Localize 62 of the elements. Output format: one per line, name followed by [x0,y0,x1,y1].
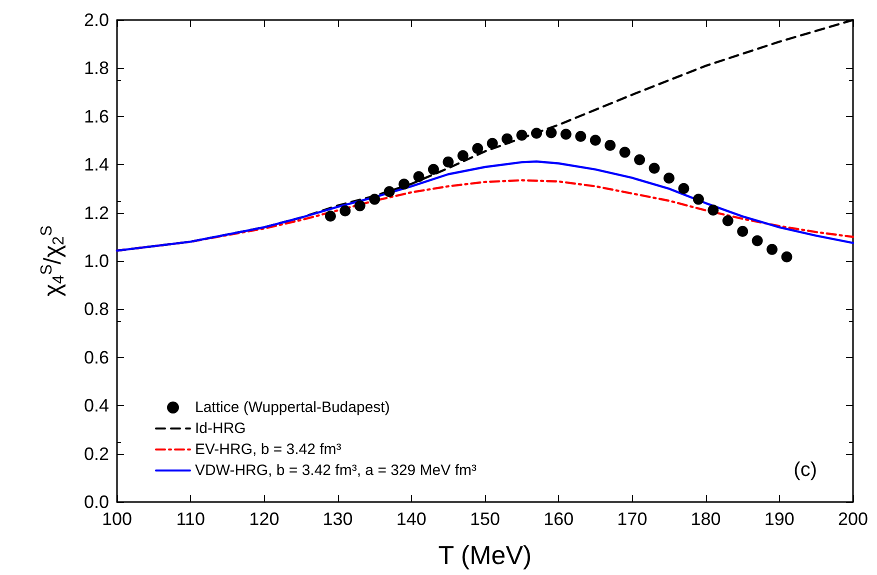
point [708,204,719,216]
point [648,162,660,174]
point [664,172,674,184]
point [560,128,572,140]
point [737,226,748,237]
point [457,150,468,162]
x-tick-label: 130 [322,509,353,529]
x-tick-label: 150 [470,509,500,529]
x-tick-label: 140 [396,509,426,529]
point [472,142,484,154]
point [398,178,410,190]
y-tick-label: 0.8 [84,299,109,320]
point [486,138,498,149]
y-tick-label: 0.6 [84,347,109,368]
y-tick-label: 1.2 [84,202,109,223]
point [531,128,542,139]
x-tick-label: 200 [838,509,868,529]
x-tick-label: 170 [617,509,648,529]
x-tick-label: 180 [690,509,721,529]
line-series [116,160,854,252]
y-tick-label: 2.0 [84,10,109,30]
x-tick-label: 160 [544,509,574,529]
point [324,210,336,222]
y-tick-label: 1.0 [84,251,109,271]
point [428,164,439,175]
point [442,156,454,168]
x-tick-label: 190 [764,509,794,529]
legend-label: VDW-HRG, b = 3.42 fm³, a = 329 MeV fm³ [195,462,476,479]
point [766,244,778,255]
y-tick-label: 0.2 [84,444,109,464]
x-axis-title: T (MeV) [438,540,532,570]
y-tick-label: 0.4 [84,396,109,416]
point [619,146,630,158]
point [575,130,586,142]
legend-label: Lattice (Wuppertal-Budapest) [195,399,390,416]
point [340,205,351,216]
x-tick-label: 110 [176,509,205,529]
y-tick-label: 1.8 [84,58,109,78]
point [369,194,380,205]
point [781,251,792,262]
legend-label: EV-HRG, b = 3.42 fm³ [195,441,342,458]
point [678,182,690,194]
point [604,140,616,151]
legend-label: Id-HRG [195,420,246,437]
point [413,171,424,182]
y-tick-label: 1.4 [84,154,109,175]
point [752,235,763,246]
annotation: (c) [794,459,818,481]
point [502,133,513,144]
point [354,200,366,212]
point [692,194,704,205]
point [384,186,395,198]
y-tick-label: 0.0 [84,492,109,512]
point [546,127,557,138]
point [590,134,601,146]
y-axis-title: χ4S/χ2S [38,226,68,297]
y-tick-label: 1.6 [84,106,109,126]
x-tick-label: 100 [102,509,132,529]
x-tick-label: 120 [249,509,280,529]
point [516,130,528,141]
point [634,154,646,166]
point [722,215,734,226]
